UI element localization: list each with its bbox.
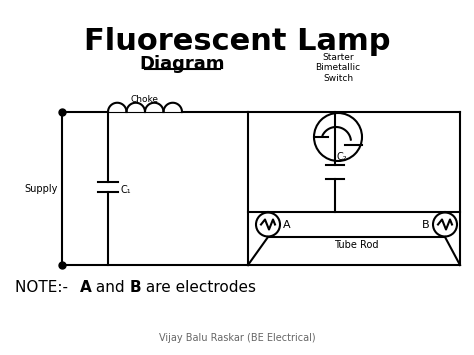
Circle shape xyxy=(256,213,280,236)
Circle shape xyxy=(433,213,457,236)
Text: A: A xyxy=(80,279,92,295)
Text: C₂: C₂ xyxy=(337,152,347,162)
Text: Supply: Supply xyxy=(25,184,58,193)
Text: Vijay Balu Raskar (BE Electrical): Vijay Balu Raskar (BE Electrical) xyxy=(159,333,315,343)
Text: are electrodes: are electrodes xyxy=(141,279,256,295)
Text: C₁: C₁ xyxy=(121,185,132,195)
Text: and: and xyxy=(91,279,129,295)
Text: Tube Rod: Tube Rod xyxy=(334,240,379,250)
Text: Choke: Choke xyxy=(131,95,159,104)
Text: Diagram: Diagram xyxy=(139,55,225,73)
Text: Starter
Bimetallic
Switch: Starter Bimetallic Switch xyxy=(315,53,361,83)
Text: B: B xyxy=(130,279,142,295)
Text: Fluorescent Lamp: Fluorescent Lamp xyxy=(84,27,390,56)
Text: B: B xyxy=(422,219,430,229)
Text: A: A xyxy=(283,219,291,229)
Text: NOTE:-: NOTE:- xyxy=(15,279,73,295)
